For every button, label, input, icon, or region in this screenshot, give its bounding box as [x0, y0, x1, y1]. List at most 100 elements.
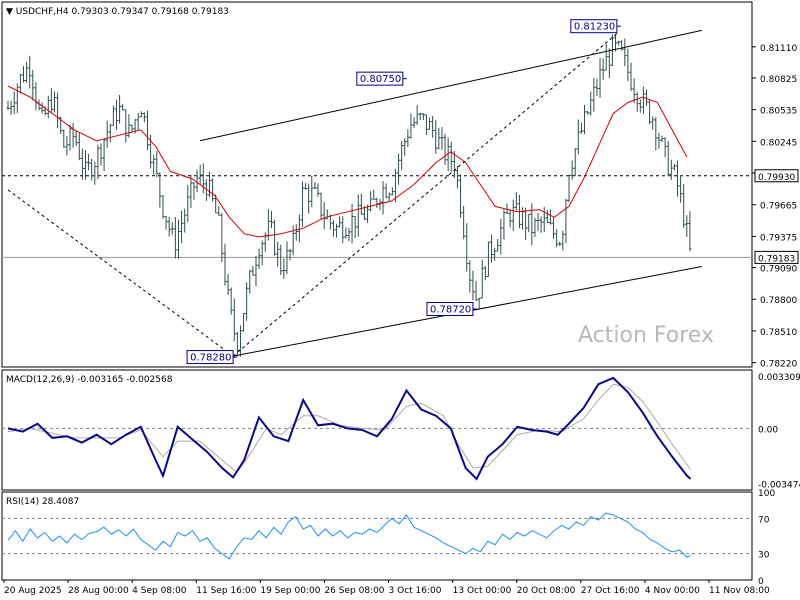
- price-bar: [530, 203, 534, 246]
- price-bar: [28, 55, 32, 89]
- price-bar: [319, 192, 323, 220]
- price-bar: [114, 99, 118, 130]
- price-bar: [15, 83, 19, 114]
- price-bar: [25, 61, 29, 83]
- price-bar: [260, 240, 264, 266]
- price-bar: [576, 119, 580, 155]
- price-bar: [536, 212, 540, 232]
- price-bar: [294, 224, 298, 241]
- price-bar: [90, 158, 94, 181]
- price-bar: [483, 265, 487, 281]
- macd-tick-label: 0.003309: [758, 373, 800, 383]
- price-bar: [139, 111, 143, 118]
- price-tick-label: 0.78510: [760, 328, 797, 338]
- price-bar: [527, 213, 531, 233]
- price-bar: [245, 282, 249, 321]
- price-bar: [397, 153, 401, 185]
- price-bar: [474, 280, 478, 301]
- price-bar: [235, 331, 239, 357]
- trendline-2: [7, 189, 234, 357]
- price-bar: [111, 105, 115, 126]
- price-bar: [366, 204, 370, 223]
- panel-frames: [1, 1, 753, 581]
- price-tag-box: [754, 250, 799, 264]
- x-tick-label: 4 Nov 00:00: [645, 586, 700, 596]
- price-bar: [83, 150, 87, 180]
- price-bar: [257, 248, 261, 269]
- price-bar: [390, 187, 394, 196]
- x-tick-label: 4 Sep 08:00: [132, 586, 187, 596]
- price-bar: [176, 219, 180, 259]
- x-tick-label: 28 Aug 00:00: [68, 586, 129, 596]
- price-bar: [108, 123, 112, 143]
- price-bar: [446, 137, 450, 172]
- price-bar: [96, 144, 100, 180]
- price-bar: [400, 140, 404, 171]
- trendlines: [7, 29, 702, 357]
- price-bar: [276, 241, 280, 267]
- price-bar: [521, 207, 525, 230]
- price-tick-label: 0.81110: [760, 44, 797, 54]
- macd-tick-label: 0.00: [758, 425, 778, 435]
- price-bar: [375, 197, 379, 208]
- price-bar: [545, 210, 549, 224]
- price-bar: [56, 92, 60, 129]
- price-bar: [688, 211, 692, 252]
- price-bar: [583, 104, 587, 135]
- price-annotation: 0.78720: [426, 301, 477, 316]
- level-price-tag: 0.79930: [754, 169, 799, 183]
- price-bar: [511, 199, 515, 231]
- price-bar: [18, 73, 22, 94]
- price-bar: [666, 140, 670, 176]
- price-bar: [180, 210, 184, 244]
- price-bar: [65, 135, 69, 156]
- price-annotation: 0.80750: [356, 71, 407, 86]
- macd-panel-title: MACD(12,26,9) -0.003165 -0.002568: [6, 375, 173, 385]
- price-bar: [161, 195, 165, 219]
- price-bar: [288, 249, 292, 261]
- price-bar: [304, 183, 308, 190]
- price-bar: [192, 182, 196, 200]
- price-bar: [567, 174, 571, 203]
- price-bar: [6, 100, 10, 110]
- price-bar: [164, 215, 168, 230]
- price-bar: [493, 247, 497, 261]
- price-bar: [505, 203, 509, 214]
- x-tick-label: 20 Aug 2025: [4, 586, 62, 596]
- axes: 0.811100.808250.805350.802450.799550.796…: [3, 44, 800, 596]
- price-bar: [651, 116, 655, 130]
- price-tag-text: 0.79183: [758, 254, 795, 264]
- price-bar: [381, 181, 385, 215]
- price-bar: [130, 124, 134, 133]
- price-bar: [471, 270, 475, 301]
- price-bar: [468, 260, 472, 293]
- price-bar: [263, 232, 267, 252]
- price-tag-text: 0.79930: [758, 173, 795, 183]
- price-bar: [158, 172, 162, 208]
- price-bar: [338, 216, 342, 228]
- price-bar: [679, 175, 683, 203]
- price-bar: [558, 241, 562, 246]
- price-bar: [52, 91, 56, 113]
- price-bar: [93, 161, 97, 185]
- price-bar: [31, 69, 35, 101]
- price-bar: [80, 148, 84, 180]
- x-tick-label: 19 Sep 00:00: [260, 586, 320, 596]
- price-bar: [428, 117, 432, 130]
- price-bar: [242, 313, 246, 332]
- annotation-text: 0.81230: [574, 22, 615, 33]
- price-bar: [459, 174, 463, 218]
- price-bar: [273, 219, 277, 256]
- price-bar: [105, 120, 109, 148]
- annotation-text: 0.78720: [430, 304, 471, 315]
- price-bar: [620, 40, 624, 51]
- price-bar: [12, 91, 16, 115]
- x-tick-label: 11 Nov 08:00: [709, 586, 770, 596]
- price-bar: [207, 171, 211, 197]
- price-bar: [229, 287, 233, 315]
- x-tick-label: 13 Oct 00:00: [453, 586, 512, 596]
- price-bar: [21, 66, 25, 83]
- price-bar: [189, 174, 193, 208]
- price-bar: [570, 160, 574, 180]
- price-tick-label: 0.79090: [760, 265, 797, 275]
